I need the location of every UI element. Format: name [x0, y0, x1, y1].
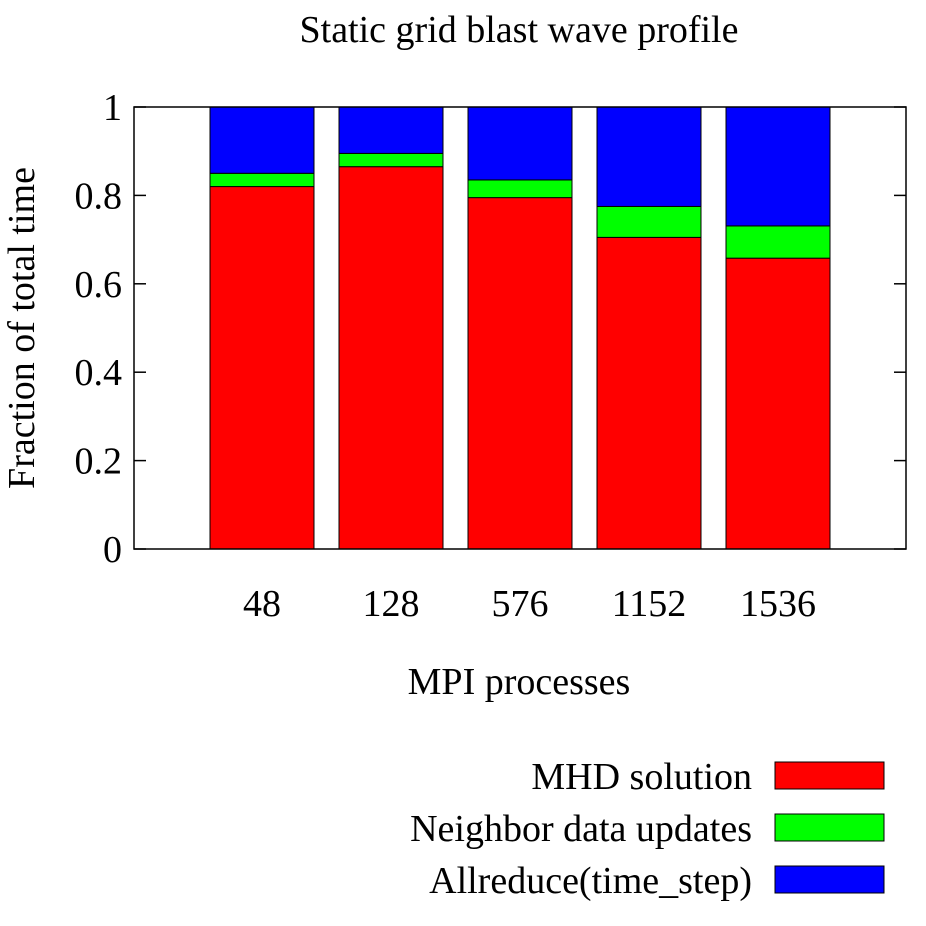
plot-frame — [133, 106, 907, 550]
bar-segment-128-2 — [338, 152, 444, 168]
x-tick-label: 128 — [363, 583, 420, 625]
bar-segment-1536-1 — [725, 257, 831, 550]
y-tick-label: 0.2 — [75, 441, 123, 483]
bar-segment-1152-1 — [596, 236, 702, 550]
y-ticks-group: 0 0.2 0.4 0.6 0.8 1 — [75, 87, 906, 571]
y-tick-label: 0.4 — [75, 352, 123, 394]
legend-label: MHD solution — [531, 756, 752, 798]
x-tick-label: 1152 — [612, 583, 687, 625]
bar-segment-576-2 — [467, 179, 573, 199]
legend-swatch — [774, 761, 885, 790]
y-tick-label: 0 — [103, 529, 122, 571]
x-tick-label: 48 — [243, 583, 281, 625]
y-tick-label: 0.8 — [75, 175, 123, 217]
y-tick-label: 0.6 — [75, 264, 123, 306]
bar-segment-1152-3 — [596, 106, 702, 207]
legend-label: Allreduce(time_step) — [429, 860, 752, 902]
bar-segment-48-3 — [209, 106, 315, 174]
x-axis-label: MPI processes — [408, 661, 631, 703]
x-tick-label: 576 — [492, 583, 549, 625]
y-axis-label: Fraction of total time — [1, 167, 43, 489]
bar-segment-1152-2 — [596, 205, 702, 238]
bar-segment-576-3 — [467, 106, 573, 181]
bar-segment-1536-2 — [725, 225, 831, 259]
bar-segment-48-1 — [209, 186, 315, 550]
bar-segment-576-1 — [467, 197, 573, 550]
bar-segment-1536-3 — [725, 106, 831, 227]
chart-title: Static grid blast wave profile — [300, 9, 739, 51]
legend-swatch — [774, 813, 885, 842]
x-ticks-group: 48 128 576 1152 1536 — [243, 583, 816, 625]
bar-segment-48-2 — [209, 172, 315, 188]
x-tick-label: 1536 — [740, 583, 816, 625]
bar-segment-128-3 — [338, 106, 444, 154]
y-tick-label: 1 — [103, 87, 122, 129]
legend: MHD solution Neighbor data updates Allredu… — [410, 756, 885, 902]
bar-segment-128-1 — [338, 166, 444, 550]
legend-label: Neighbor data updates — [410, 808, 752, 850]
legend-swatch — [774, 865, 885, 894]
bars-group — [209, 106, 831, 550]
